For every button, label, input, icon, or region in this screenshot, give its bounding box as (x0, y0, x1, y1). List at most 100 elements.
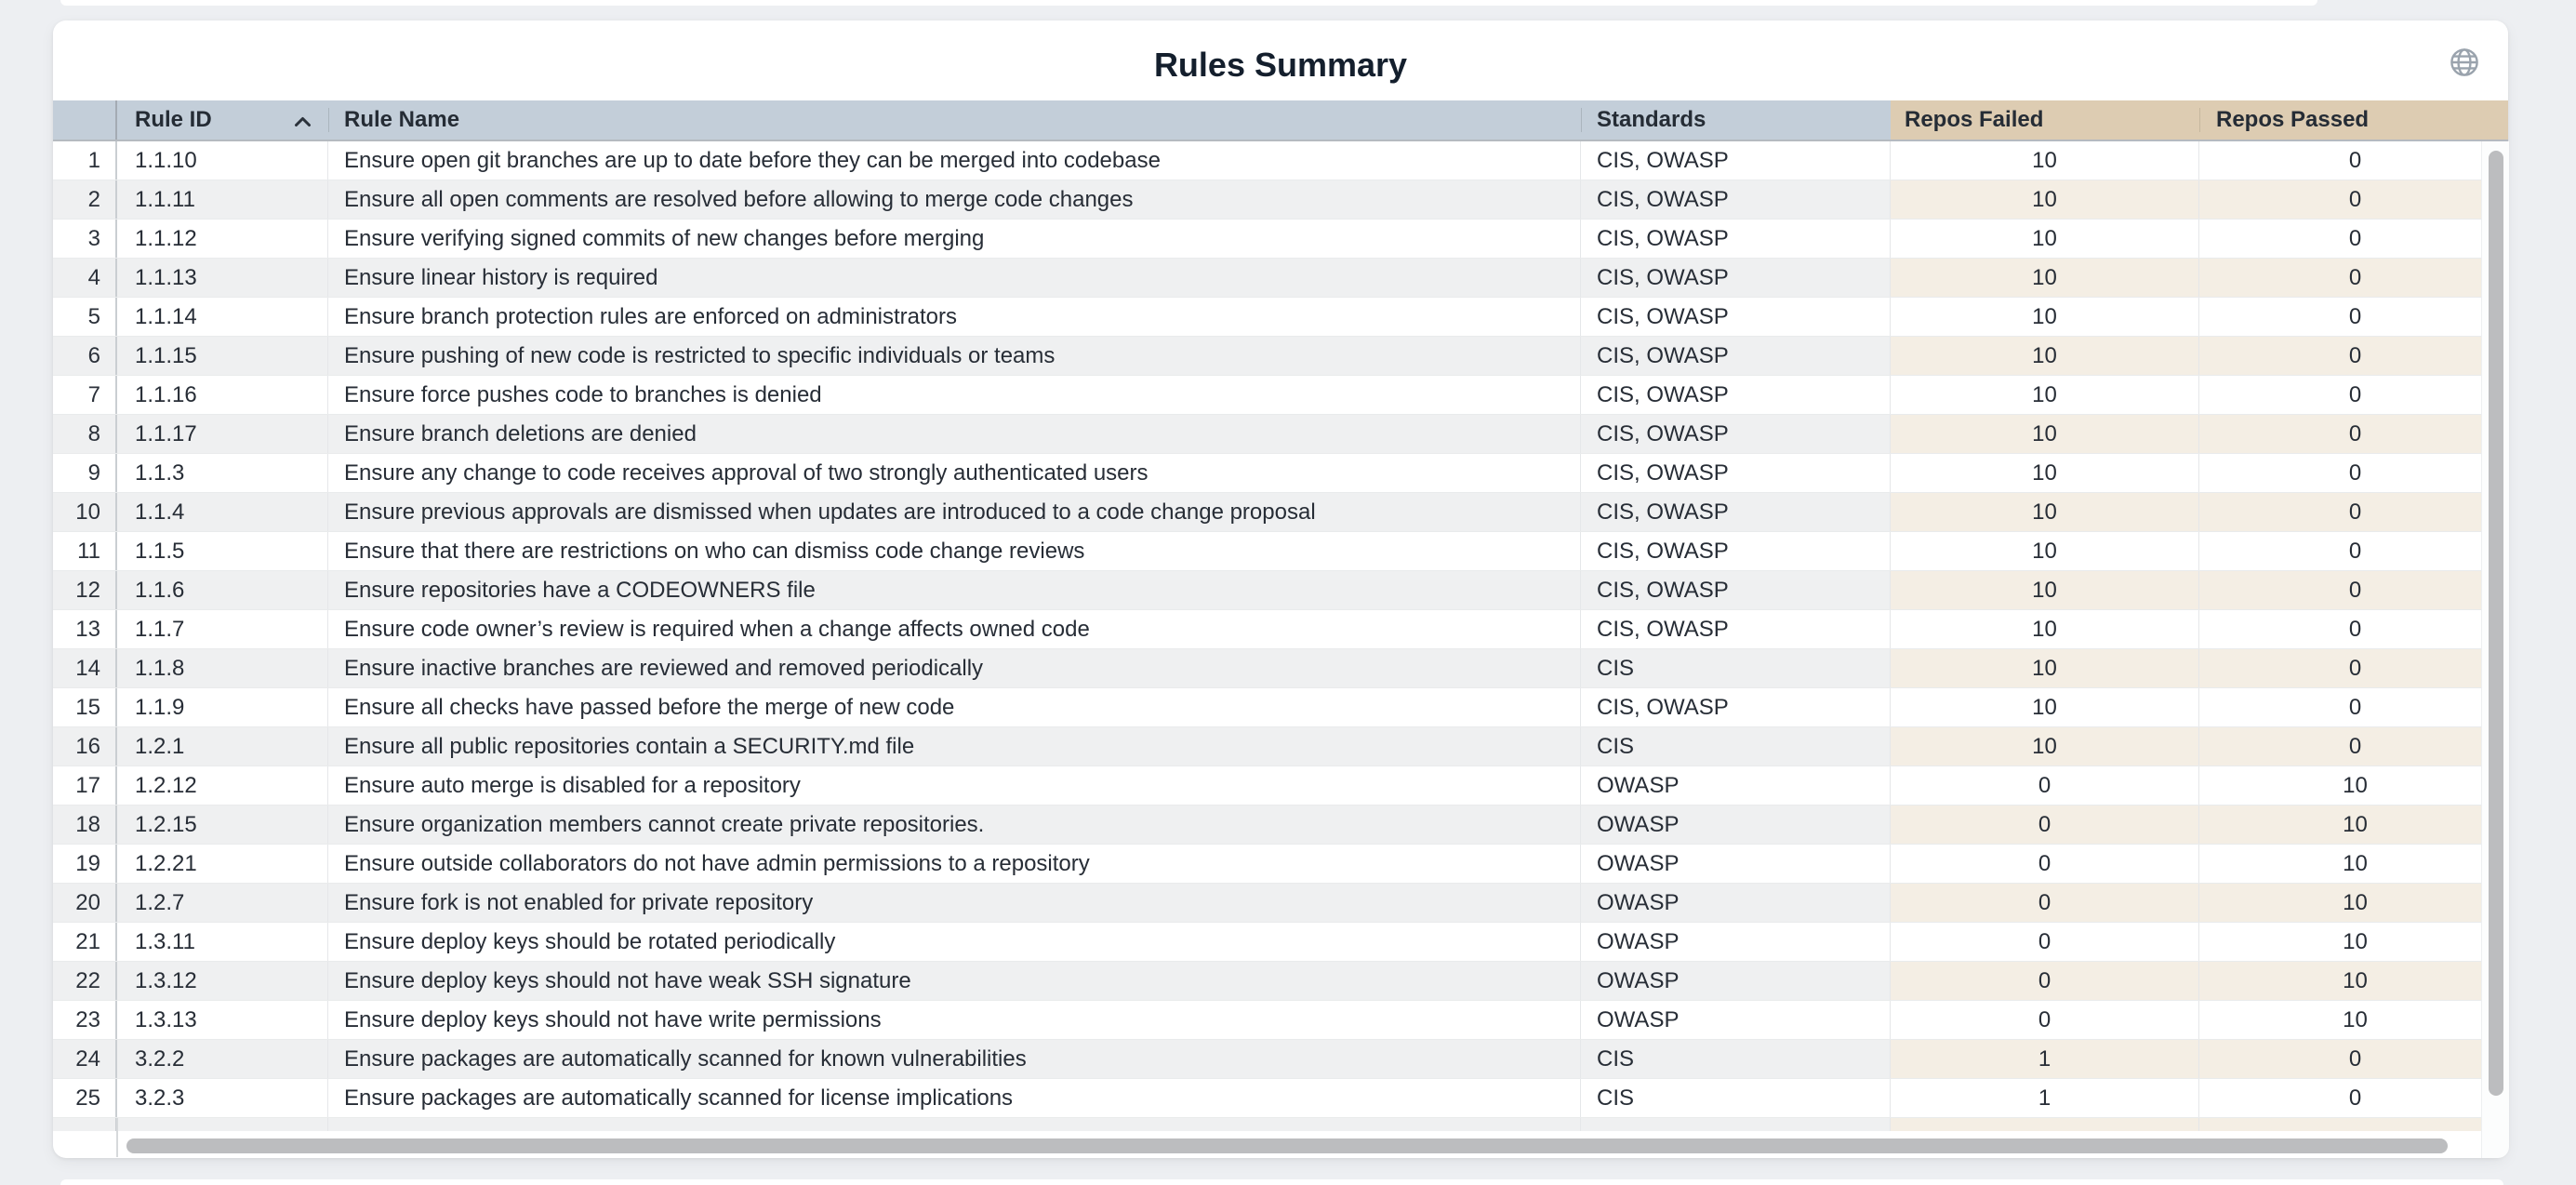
table-cell-pass: 0 (2199, 415, 2481, 453)
table-row: 2 1.1.11 Ensure all open comments are reso… (53, 180, 2481, 220)
table-cell-fail: 10 (1891, 454, 2199, 492)
column-header-standards[interactable]: Standards (1581, 100, 1891, 140)
table-cell-id: 1.1.14 (117, 298, 328, 336)
table-cell-fail: 10 (1891, 376, 2199, 414)
table-cell-name: Ensure packages are automatically scanne… (328, 1040, 1581, 1078)
table-cell-num: 9 (53, 454, 117, 492)
table-row: 25 3.2.3 Ensure packages are automatically… (53, 1079, 2481, 1118)
column-header-repos-failed[interactable]: Repos Failed (1891, 100, 2199, 140)
table-cell-pass: 0 (2199, 688, 2481, 726)
table-cell-std: CIS, OWASP (1581, 532, 1891, 570)
table-cell-std: CIS, OWASP (1581, 688, 1891, 726)
table-cell-std: CIS, OWASP (1581, 337, 1891, 375)
table-cell-name: Ensure force pushes code to branches is … (328, 376, 1581, 414)
rules-summary-panel: Rules Summary Rule ID Rule Name (53, 20, 2509, 1158)
table-row: 19 1.2.21 Ensure outside collaborators do … (53, 845, 2481, 884)
table-cell-fail: 10 (1891, 141, 2199, 180)
table-row: 10 1.1.4 Ensure previous approvals are dis… (53, 493, 2481, 532)
table-cell-num: 1 (53, 141, 117, 180)
table-cell-name: Ensure repositories have a CODEOWNERS fi… (328, 571, 1581, 609)
table-cell-num: 4 (53, 259, 117, 297)
table-cell-pass: 0 (2199, 220, 2481, 258)
table-cell-name: Ensure branch deletions are denied (328, 415, 1581, 453)
table-cell-std: OWASP (1581, 1001, 1891, 1039)
table-cell-name: Ensure packages are automatically scanne… (328, 1079, 1581, 1117)
table-cell-name: Ensure fork is not enabled for private r… (328, 884, 1581, 922)
table-cell-name: Ensure inactive branches are reviewed an… (328, 649, 1581, 687)
table-cell-fail: 10 (1891, 259, 2199, 297)
table-cell-fail: 0 (1891, 806, 2199, 844)
table-cell-std: CIS, OWASP (1581, 415, 1891, 453)
table-cell-name: Ensure all checks have passed before the… (328, 688, 1581, 726)
column-header-row-index (53, 100, 117, 140)
globe-icon[interactable] (2449, 47, 2480, 78)
table-cell-fail: 0 (1891, 923, 2199, 961)
table-cell-std: OWASP (1581, 923, 1891, 961)
table-cell-fail (1891, 1118, 2199, 1131)
table-cell-std: CIS, OWASP (1581, 376, 1891, 414)
table-cell-pass (2199, 1118, 2481, 1131)
table-cell-num: 2 (53, 180, 117, 219)
table-cell-id: 1.1.10 (117, 141, 328, 180)
table-cell-std: CIS, OWASP (1581, 180, 1891, 219)
table-cell-fail: 10 (1891, 220, 2199, 258)
table-cell-std (1581, 1118, 1891, 1131)
column-header-rule-id[interactable]: Rule ID (117, 100, 328, 140)
table-cell-name: Ensure branch protection rules are enfor… (328, 298, 1581, 336)
table-cell-num: 17 (53, 766, 117, 805)
table-row: 1 1.1.10 Ensure open git branches are up t… (53, 141, 2481, 180)
table-cell-fail: 10 (1891, 571, 2199, 609)
table-cell-name: Ensure linear history is required (328, 259, 1581, 297)
table-cell-num: 13 (53, 610, 117, 648)
table-cell-name: Ensure organization members cannot creat… (328, 806, 1581, 844)
table-cell-num: 20 (53, 884, 117, 922)
table-cell-id: 1.1.16 (117, 376, 328, 414)
table-cell-id: 1.3.11 (117, 923, 328, 961)
table-cell-id: 1.1.11 (117, 180, 328, 219)
column-header-repos-passed[interactable]: Repos Passed (2199, 100, 2508, 140)
table-cell-fail: 10 (1891, 493, 2199, 531)
column-header-rule-name[interactable]: Rule Name (328, 100, 1581, 140)
table-cell-name: Ensure any change to code receives appro… (328, 454, 1581, 492)
row-number-column-divider (116, 1118, 118, 1157)
adjacent-panel-edge-top (60, 0, 2317, 6)
table-row: 23 1.3.13 Ensure deploy keys should not ha… (53, 1001, 2481, 1040)
table-cell-std: CIS (1581, 727, 1891, 766)
table-cell-name: Ensure deploy keys should not have write… (328, 1001, 1581, 1039)
table-cell-pass: 10 (2199, 884, 2481, 922)
table-row: 14 1.1.8 Ensure inactive branches are revi… (53, 649, 2481, 688)
table-cell-fail: 0 (1891, 1001, 2199, 1039)
table-cell-name: Ensure auto merge is disabled for a repo… (328, 766, 1581, 805)
table-cell-fail: 10 (1891, 180, 2199, 219)
table-cell-id: 1.2.12 (117, 766, 328, 805)
table-cell-name: Ensure code owner’s review is required w… (328, 610, 1581, 648)
table-row: 6 1.1.15 Ensure pushing of new code is res… (53, 337, 2481, 376)
horizontal-scrollbar-thumb[interactable] (126, 1138, 2448, 1153)
table-cell-pass: 0 (2199, 298, 2481, 336)
table-cell-num: 12 (53, 571, 117, 609)
table-cell-id: 1.1.8 (117, 649, 328, 687)
table-cell-pass: 0 (2199, 259, 2481, 297)
table-row: 18 1.2.15 Ensure organization members cann… (53, 806, 2481, 845)
table-cell-id (117, 1118, 328, 1131)
table-row: 24 3.2.2 Ensure packages are automatically… (53, 1040, 2481, 1079)
table-cell-num: 8 (53, 415, 117, 453)
table-cell-id: 1.1.3 (117, 454, 328, 492)
table-cell-num (53, 1118, 117, 1131)
table-row: 3 1.1.12 Ensure verifying signed commits o… (53, 220, 2481, 259)
table-cell-id: 1.2.21 (117, 845, 328, 883)
table-cell-id: 1.1.9 (117, 688, 328, 726)
table-cell-std: OWASP (1581, 962, 1891, 1000)
chevron-up-icon (294, 108, 312, 134)
table-cell-fail: 1 (1891, 1079, 2199, 1117)
table-cell-num: 19 (53, 845, 117, 883)
table-cell-fail: 0 (1891, 766, 2199, 805)
vertical-scrollbar-thumb[interactable] (2489, 151, 2503, 1096)
table-cell-std: CIS (1581, 649, 1891, 687)
table-row: 13 1.1.7 Ensure code owner’s review is req… (53, 610, 2481, 649)
table-cell-name: Ensure open git branches are up to date … (328, 141, 1581, 180)
table-cell-id: 1.1.4 (117, 493, 328, 531)
table-cell-pass: 0 (2199, 454, 2481, 492)
table-cell-pass: 0 (2199, 337, 2481, 375)
table-body: 1 1.1.10 Ensure open git branches are up t… (53, 141, 2481, 1137)
